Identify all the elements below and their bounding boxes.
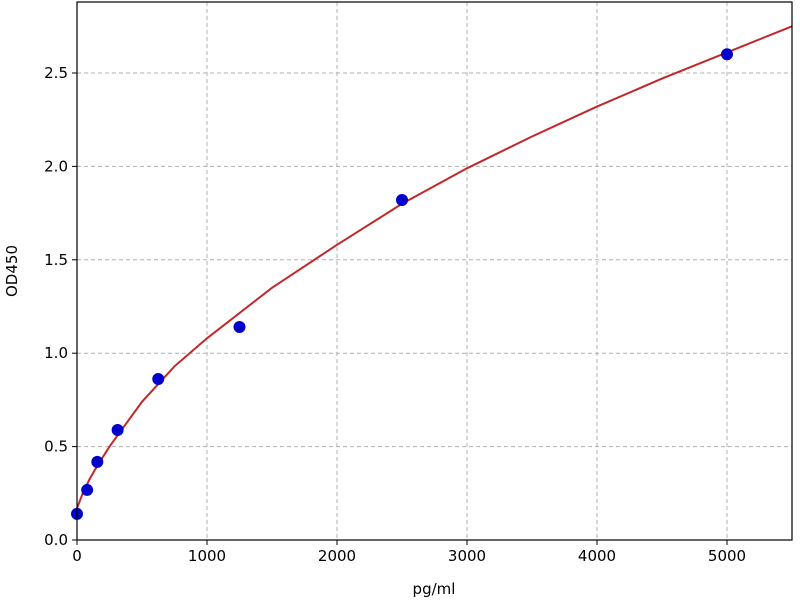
y-axis-ticks: 0.0 0.5 1.0 1.5 2.0 2.5: [44, 64, 77, 549]
data-point: [721, 48, 733, 61]
y-tick-label: 2.5: [44, 64, 68, 82]
y-tick-label: 1.5: [44, 251, 68, 269]
data-point: [233, 321, 246, 334]
plot-frame: [76, 1, 793, 541]
x-tick-label: 0: [72, 547, 82, 565]
x-tick-label: 1000: [188, 547, 226, 565]
data-point: [91, 455, 104, 468]
data-point: [111, 423, 124, 436]
data-point: [152, 372, 165, 385]
data-point: [396, 194, 408, 207]
x-tick-label: 3000: [448, 547, 486, 565]
grid: [77, 2, 792, 540]
data-point: [81, 483, 94, 496]
data-points-layer: [71, 48, 733, 520]
x-axis-ticks: 0 1000 2000 3000 4000 5000: [72, 540, 746, 565]
y-tick-label: 0.0: [44, 531, 68, 549]
x-tick-label: 5000: [708, 547, 746, 565]
y-tick-label: 0.5: [44, 438, 68, 456]
fit-curve: [76, 25, 793, 509]
y-tick-label: 1.0: [44, 344, 68, 362]
x-tick-label: 2000: [318, 547, 356, 565]
x-axis-label: pg/ml: [413, 580, 456, 598]
y-tick-label: 2.0: [44, 157, 68, 175]
x-tick-label: 4000: [578, 547, 616, 565]
fit-curve-layer: [76, 25, 793, 509]
y-axis-label: OD450: [3, 245, 21, 297]
